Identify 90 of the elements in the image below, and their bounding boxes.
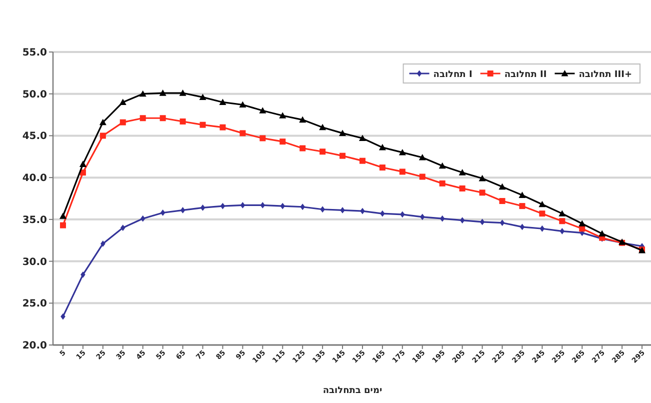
point <box>598 230 606 236</box>
point <box>538 200 546 208</box>
point <box>458 169 466 176</box>
point <box>179 90 186 96</box>
point <box>200 204 206 211</box>
point <box>339 130 346 136</box>
point <box>438 162 446 169</box>
point <box>80 271 86 278</box>
point <box>340 152 346 159</box>
point <box>478 174 486 182</box>
point <box>518 192 526 198</box>
point <box>159 90 166 96</box>
point <box>200 122 206 128</box>
point <box>340 207 345 214</box>
point <box>379 164 386 171</box>
point <box>559 218 566 224</box>
point <box>440 215 445 222</box>
point <box>219 98 226 106</box>
point <box>260 135 266 142</box>
point <box>279 112 286 118</box>
y-tick-label: 25.0 <box>22 298 48 310</box>
point <box>160 115 166 122</box>
point <box>539 210 546 217</box>
point <box>400 211 405 218</box>
y-tick-label: 50.0 <box>22 89 48 100</box>
y-tick-label: 35.0 <box>22 214 48 226</box>
point <box>79 160 86 167</box>
point <box>320 206 325 213</box>
point <box>120 224 126 231</box>
point <box>319 124 326 130</box>
point <box>560 228 565 234</box>
point <box>558 210 566 216</box>
point <box>100 240 106 247</box>
point <box>399 168 406 175</box>
point <box>480 218 485 226</box>
point <box>499 198 506 204</box>
point <box>240 202 246 208</box>
point <box>60 313 66 320</box>
point <box>359 158 366 164</box>
point <box>140 115 146 122</box>
point <box>578 220 586 226</box>
point <box>260 202 266 208</box>
y-tick-label: 55.0 <box>22 48 48 58</box>
point <box>358 134 366 142</box>
point <box>220 124 226 130</box>
point <box>419 174 426 180</box>
point <box>59 212 66 219</box>
point <box>240 130 246 136</box>
y-tick-label: 40.0 <box>22 173 48 184</box>
point <box>280 202 286 210</box>
point <box>380 210 385 217</box>
point <box>300 145 306 152</box>
point <box>398 148 406 156</box>
point <box>420 214 425 220</box>
point <box>300 204 305 210</box>
y-tick-label: 20.0 <box>22 340 48 352</box>
point <box>519 203 526 210</box>
y-tick-label: 30.0 <box>22 256 48 268</box>
y-tick-label: 45.0 <box>22 131 48 142</box>
legend-label: תחלובה I <box>433 70 472 80</box>
point <box>220 202 226 210</box>
x-axis-title: ימים בתחלובה <box>322 386 382 396</box>
point <box>120 119 126 126</box>
point <box>239 101 246 108</box>
point <box>418 154 426 160</box>
point <box>540 225 545 232</box>
point <box>100 132 106 139</box>
point <box>180 207 186 214</box>
point <box>139 90 146 97</box>
point <box>460 217 465 224</box>
point <box>99 118 106 126</box>
point <box>119 98 126 106</box>
point <box>259 107 266 114</box>
point <box>280 138 286 145</box>
point <box>320 148 326 155</box>
point <box>360 208 365 214</box>
point <box>60 222 66 228</box>
point <box>459 185 466 192</box>
point <box>199 94 206 100</box>
point <box>160 210 166 216</box>
point <box>520 224 525 230</box>
point <box>299 116 306 123</box>
point <box>498 183 506 190</box>
point <box>180 118 186 124</box>
point <box>479 190 486 196</box>
point <box>439 180 446 186</box>
legend-label: תחלובה III+ <box>578 70 632 80</box>
legend-label: תחלובה II <box>504 70 547 80</box>
point <box>140 215 146 222</box>
point <box>378 144 386 150</box>
